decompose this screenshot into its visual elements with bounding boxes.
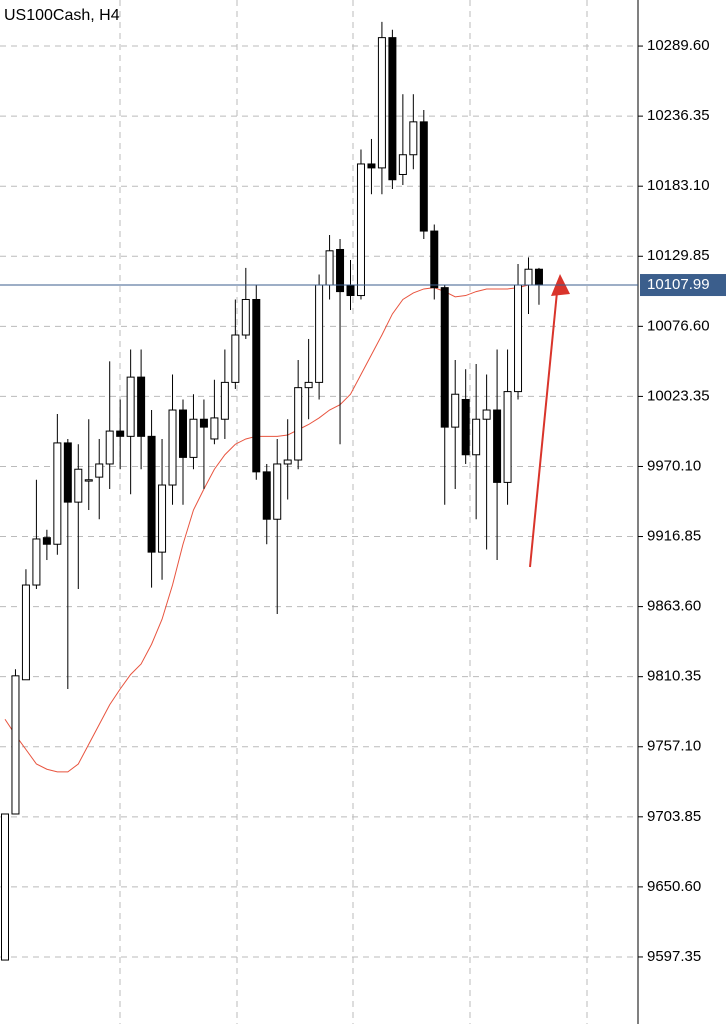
chart-title: US100Cash, H4	[4, 7, 120, 24]
y-tick-label: 9970.10	[647, 457, 701, 474]
candle-body	[53, 442, 62, 545]
candle-body	[168, 409, 177, 486]
candle-body	[377, 37, 386, 169]
price-grid	[0, 45, 638, 958]
candle-body	[84, 479, 93, 482]
candle-body	[472, 418, 481, 456]
candle-body	[325, 250, 334, 286]
candle-body	[388, 37, 397, 181]
candle-body	[440, 287, 449, 428]
candle-body	[11, 675, 20, 815]
y-tick-label: 9597.35	[647, 948, 701, 965]
candle-body	[304, 381, 313, 389]
candle-body	[461, 398, 470, 456]
candle-body	[283, 459, 292, 465]
candles	[1, 21, 543, 961]
candle-body	[178, 409, 187, 458]
candle-body	[210, 417, 219, 440]
candle-body	[105, 430, 114, 465]
y-tick-label: 10236.35	[647, 107, 710, 124]
candle-body	[147, 435, 156, 553]
candle-body	[398, 154, 407, 175]
candle-body	[262, 471, 271, 520]
title-background	[0, 4, 115, 26]
arrow-shaft	[529, 291, 558, 568]
candle-body	[514, 284, 523, 393]
candle-body	[493, 409, 502, 483]
candle-body	[74, 468, 83, 503]
y-tick-label: 10129.85	[647, 247, 710, 264]
y-tick-label: 10076.60	[647, 317, 710, 334]
candle-body	[199, 418, 208, 428]
ma-line	[4, 284, 539, 773]
price-axis: 10289.60 10236.35 10183.10 10129.85 10076.60…	[638, 37, 710, 965]
candle-body	[126, 376, 135, 437]
y-tick-label: 9703.85	[647, 808, 701, 825]
y-tick-label: 9916.85	[647, 528, 701, 545]
candle-body	[503, 391, 512, 483]
moving-average	[4, 284, 539, 773]
annotation-arrow	[529, 274, 570, 568]
current-price-label: 10107.99	[647, 276, 710, 293]
candle-body	[63, 442, 72, 503]
candle-body	[409, 121, 418, 156]
candle-body	[419, 121, 428, 232]
y-tick-label: 9650.60	[647, 878, 701, 895]
y-tick-label: 9810.35	[647, 668, 701, 685]
candle-body	[482, 409, 491, 420]
candle-body	[534, 268, 543, 286]
candle-body	[95, 463, 104, 478]
candle-body	[294, 387, 303, 461]
candle-body	[189, 418, 198, 458]
candle-body	[524, 268, 533, 286]
candle-body	[1, 813, 9, 961]
candle-body	[451, 393, 460, 428]
candle-body	[158, 484, 167, 553]
candle-body	[346, 284, 355, 297]
candle-body	[32, 538, 41, 586]
candle-body	[356, 163, 365, 297]
candle-body	[336, 248, 345, 293]
candle-body	[116, 430, 125, 437]
y-tick-label: 10289.60	[647, 37, 710, 54]
y-tick-label: 10023.35	[647, 387, 710, 404]
candle-body	[21, 584, 30, 681]
candle-body	[252, 298, 261, 473]
candle-body	[220, 381, 229, 420]
candle-body	[42, 537, 51, 545]
candle-body	[137, 376, 146, 437]
current-price-box	[640, 274, 726, 297]
y-tick-label: 10183.10	[647, 177, 710, 194]
y-tick-label: 9863.60	[647, 598, 701, 615]
y-tick-label: 9757.10	[647, 738, 701, 755]
candle-body	[315, 284, 324, 383]
time-grid	[119, 0, 588, 1024]
candle-body	[367, 163, 376, 169]
candle-body	[430, 230, 439, 289]
candle-body	[273, 463, 282, 520]
candle-body	[231, 334, 240, 383]
candle-body	[241, 298, 250, 336]
